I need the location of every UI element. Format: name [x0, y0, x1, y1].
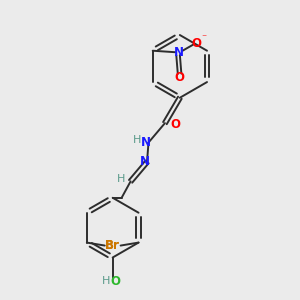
Text: O: O: [111, 275, 121, 288]
Text: N: N: [140, 155, 150, 168]
Text: O: O: [191, 37, 201, 50]
Text: H: H: [133, 134, 141, 145]
Text: ⁻: ⁻: [202, 33, 207, 43]
Text: O: O: [170, 118, 180, 131]
Text: O: O: [175, 71, 184, 84]
Text: Br: Br: [105, 239, 120, 252]
Text: Br: Br: [105, 239, 120, 252]
Text: H: H: [117, 174, 125, 184]
Text: H: H: [102, 276, 110, 286]
Text: N: N: [141, 136, 151, 149]
Text: N: N: [174, 46, 184, 59]
